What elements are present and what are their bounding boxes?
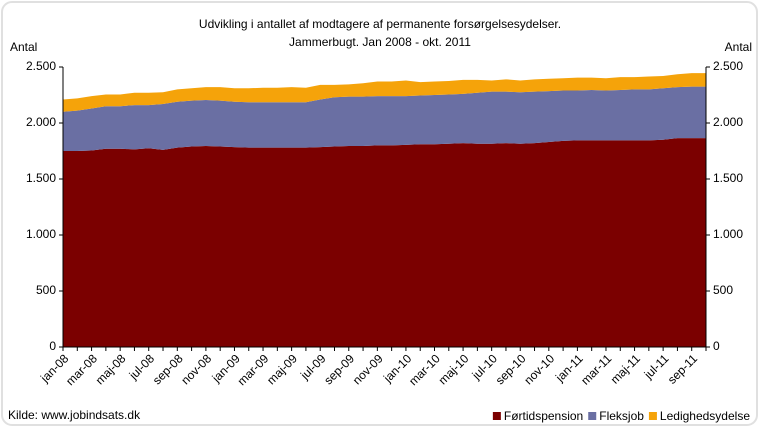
chart-title: Udvikling i antallet af modtagere af per… — [199, 17, 561, 31]
legend-label: Fleksjob — [599, 409, 644, 423]
y-axis-label: Antal — [10, 40, 37, 54]
y2-axis-label: Antal — [725, 40, 752, 54]
y2-tick-label: 1.000 — [713, 227, 743, 241]
area — [63, 86, 706, 151]
y2-tick-label: 2.000 — [713, 115, 743, 129]
legend-label: Ledighedsydelse — [660, 409, 750, 423]
legend-swatch — [588, 412, 597, 420]
y2-tick-label: 500 — [713, 283, 733, 297]
y-tick-label: 500 — [36, 283, 56, 297]
source: Kilde: www.jobindsats.dk — [8, 408, 141, 422]
y2-tick-label: 1.500 — [713, 171, 743, 185]
y2-tick-label: 2.500 — [713, 59, 743, 73]
area — [63, 138, 706, 347]
area — [63, 73, 706, 112]
legend-label: Førtidspension — [504, 409, 583, 423]
y-tick-label: 1.500 — [26, 171, 56, 185]
y-tick-label: 2.500 — [26, 59, 56, 73]
chart-subtitle: Jammerbugt. Jan 2008 - okt. 2011 — [289, 35, 471, 49]
y-tick-label: 2.000 — [26, 115, 56, 129]
legend-swatch — [648, 412, 657, 420]
y2-tick-label: 0 — [713, 339, 720, 353]
legend-swatch — [492, 412, 501, 420]
y-tick-label: 0 — [49, 339, 56, 353]
y-tick-label: 1.000 — [26, 227, 56, 241]
